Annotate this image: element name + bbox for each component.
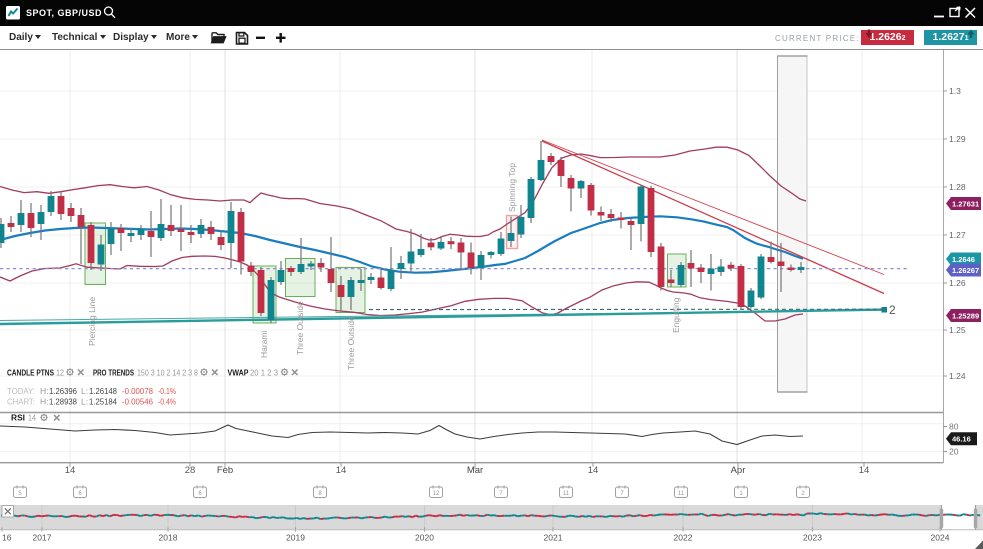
- svg-text:H:: H:: [40, 386, 49, 396]
- svg-text:Three Outside: Three Outside: [295, 301, 305, 355]
- svg-text:20: 20: [949, 447, 959, 457]
- svg-text:2024: 2024: [931, 533, 950, 543]
- svg-text:VWAP: VWAP: [228, 368, 249, 378]
- svg-text:1.3: 1.3: [949, 86, 961, 96]
- svg-text:SPOT, GBP/USD: SPOT, GBP/USD: [26, 8, 102, 18]
- svg-text:2018: 2018: [159, 533, 178, 543]
- svg-text:2: 2: [801, 491, 805, 497]
- svg-text:2: 2: [889, 303, 896, 317]
- svg-text:TODAY:: TODAY:: [7, 386, 35, 396]
- svg-text:8: 8: [318, 491, 322, 497]
- svg-text:1.2646: 1.2646: [952, 255, 975, 264]
- svg-text:11: 11: [678, 491, 685, 497]
- svg-text:28: 28: [185, 465, 196, 476]
- svg-text:16: 16: [2, 533, 12, 543]
- svg-text:150 3 10 2 14 2 3 8: 150 3 10 2 14 2 3 8: [137, 368, 198, 378]
- svg-text:-0.00546: -0.00546: [122, 397, 153, 407]
- svg-text:1.26267: 1.26267: [952, 266, 979, 275]
- svg-text:6: 6: [78, 491, 82, 497]
- svg-text:Apr: Apr: [731, 465, 746, 476]
- svg-text:1.29: 1.29: [949, 134, 966, 144]
- svg-text:RSI: RSI: [11, 413, 25, 423]
- svg-text:Engulfing: Engulfing: [671, 297, 681, 333]
- svg-text:14: 14: [859, 465, 870, 476]
- svg-text:Harami: Harami: [259, 330, 269, 358]
- svg-text:20 1 2 3: 20 1 2 3: [250, 368, 278, 378]
- svg-text:H:: H:: [40, 397, 49, 407]
- svg-text:7: 7: [620, 491, 624, 497]
- svg-text:6: 6: [198, 491, 202, 497]
- svg-text:Spinning Top: Spinning Top: [507, 163, 517, 212]
- svg-text:-0.4%: -0.4%: [158, 397, 176, 407]
- svg-text:14: 14: [28, 413, 36, 423]
- svg-text:1.25: 1.25: [949, 325, 966, 335]
- svg-text:1.27: 1.27: [949, 230, 966, 240]
- svg-text:2022: 2022: [674, 533, 693, 543]
- svg-text:1: 1: [739, 491, 743, 497]
- svg-text:1.27631: 1.27631: [952, 199, 979, 208]
- svg-text:2020: 2020: [415, 533, 434, 543]
- svg-text:1.26: 1.26: [949, 278, 966, 288]
- svg-text:12: 12: [433, 491, 440, 497]
- svg-text:2017: 2017: [33, 533, 52, 543]
- svg-text:5: 5: [18, 491, 22, 497]
- svg-text:CHART:: CHART:: [7, 397, 35, 407]
- svg-text:Piercing Line: Piercing Line: [87, 297, 97, 346]
- svg-text:1.28: 1.28: [949, 182, 966, 192]
- svg-text:1.24: 1.24: [949, 371, 966, 381]
- svg-text:Mar: Mar: [467, 465, 483, 476]
- svg-text:1.26396: 1.26396: [49, 386, 77, 396]
- svg-text:7: 7: [499, 491, 503, 497]
- svg-text:2021: 2021: [544, 533, 563, 543]
- svg-text:46.16: 46.16: [952, 435, 971, 444]
- svg-text:11: 11: [563, 491, 570, 497]
- svg-text:1.28938: 1.28938: [49, 397, 77, 407]
- svg-text:PRO TRENDS: PRO TRENDS: [93, 368, 134, 378]
- svg-text:14: 14: [336, 465, 347, 476]
- svg-text:80: 80: [949, 422, 959, 432]
- svg-text:Feb: Feb: [217, 465, 233, 476]
- svg-text:14: 14: [65, 465, 76, 476]
- svg-text:1.26148: 1.26148: [89, 386, 117, 396]
- svg-text:-0.00078: -0.00078: [122, 386, 153, 396]
- svg-text:-0.1%: -0.1%: [158, 386, 176, 396]
- svg-text:14: 14: [588, 465, 599, 476]
- svg-text:CANDLE PTNS: CANDLE PTNS: [7, 368, 54, 378]
- svg-text:2023: 2023: [803, 533, 822, 543]
- svg-text:L:: L:: [81, 386, 88, 396]
- svg-text:2019: 2019: [286, 533, 305, 543]
- svg-text:L:: L:: [81, 397, 88, 407]
- svg-text:1.25289: 1.25289: [952, 311, 979, 320]
- svg-text:1.25184: 1.25184: [89, 397, 117, 407]
- svg-text:Three Outside: Three Outside: [346, 316, 356, 370]
- svg-text:12: 12: [56, 368, 64, 378]
